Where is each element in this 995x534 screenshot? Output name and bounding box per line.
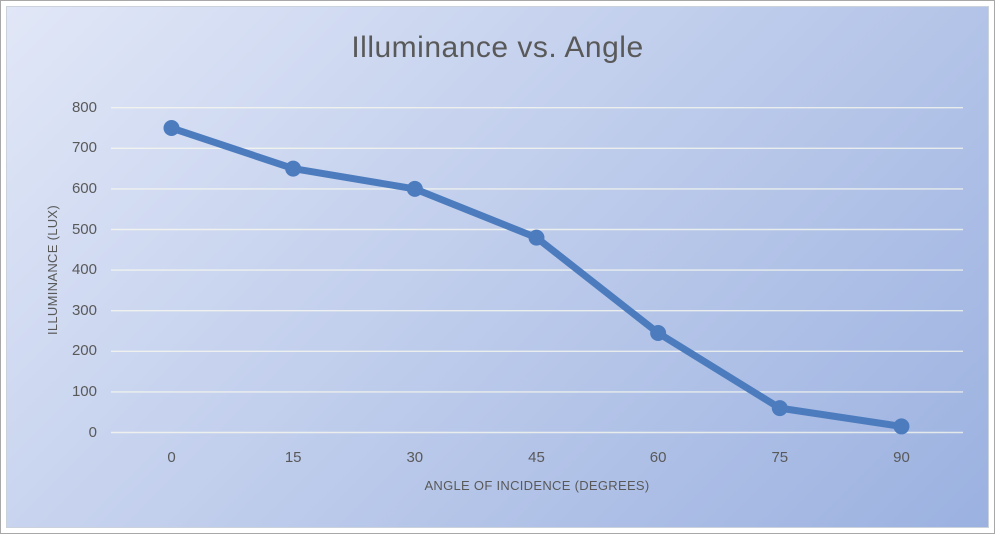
series-line (168, 124, 905, 430)
data-point-marker (285, 160, 302, 177)
x-tick-label: 45 (528, 449, 545, 466)
data-point-marker (406, 180, 423, 197)
data-point-marker (893, 418, 910, 435)
y-tick-label: 400 (71, 261, 97, 279)
y-tick-label: 500 (71, 220, 97, 238)
x-tick-label: 75 (771, 449, 789, 466)
x-tick-label: 0 (167, 449, 176, 466)
y-tick-label: 0 (88, 423, 97, 441)
x-tick-label: 60 (649, 449, 667, 466)
x-tick-label: 15 (284, 449, 302, 466)
y-tick-label: 800 (71, 98, 97, 116)
y-tick-label: 300 (71, 301, 97, 319)
data-point-marker (163, 120, 180, 136)
chart-title: Illuminance vs. Angle (351, 31, 644, 64)
y-axis-title: ILLUMINANCE (LUX) (45, 204, 60, 336)
data-point-marker (650, 325, 667, 342)
y-tick-label: 700 (71, 139, 97, 157)
y-tick-label: 200 (71, 342, 97, 360)
y-tick-label: 100 (71, 382, 97, 400)
x-axis-title: ANGLE OF INCIDENCE (DEGREES) (424, 478, 650, 493)
x-tick-label: 90 (893, 449, 910, 466)
y-tick-label: 600 (71, 179, 97, 197)
chart-area[interactable] (6, 6, 989, 528)
data-point-marker (771, 400, 788, 417)
data-point-marker (528, 229, 545, 246)
x-tick-label: 30 (406, 449, 424, 466)
